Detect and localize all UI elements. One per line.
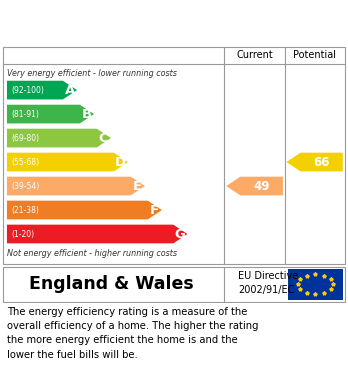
Polygon shape [286,153,343,171]
Text: E: E [133,179,142,192]
Text: 49: 49 [253,179,270,192]
Text: (92-100): (92-100) [11,86,44,95]
Text: England & Wales: England & Wales [29,275,194,294]
Text: B: B [81,108,92,120]
Text: G: G [175,228,185,240]
Text: The energy efficiency rating is a measure of the
overall efficiency of a home. T: The energy efficiency rating is a measur… [7,307,259,360]
Text: Potential: Potential [293,50,336,61]
Text: EU Directive
2002/91/EC: EU Directive 2002/91/EC [238,271,299,294]
Text: (1-20): (1-20) [11,230,34,239]
Polygon shape [7,105,94,124]
Text: (55-68): (55-68) [11,158,40,167]
Text: D: D [115,156,126,169]
Text: (81-91): (81-91) [11,109,39,118]
Text: Not energy efficient - higher running costs: Not energy efficient - higher running co… [7,249,177,258]
Text: (69-80): (69-80) [11,134,40,143]
Text: (21-38): (21-38) [11,206,39,215]
Text: Very energy efficient - lower running costs: Very energy efficient - lower running co… [7,69,177,78]
Polygon shape [7,177,145,196]
Polygon shape [7,81,77,99]
Polygon shape [7,225,187,243]
Polygon shape [226,177,283,196]
Polygon shape [7,153,128,171]
Polygon shape [7,129,111,147]
Text: C: C [99,131,109,145]
Text: Energy Efficiency Rating: Energy Efficiency Rating [14,15,235,30]
Text: A: A [64,84,75,97]
Bar [288,269,343,300]
Text: (39-54): (39-54) [11,181,40,190]
Text: 66: 66 [314,156,330,169]
Polygon shape [7,201,162,219]
Text: F: F [150,204,159,217]
Text: Current: Current [236,50,273,61]
